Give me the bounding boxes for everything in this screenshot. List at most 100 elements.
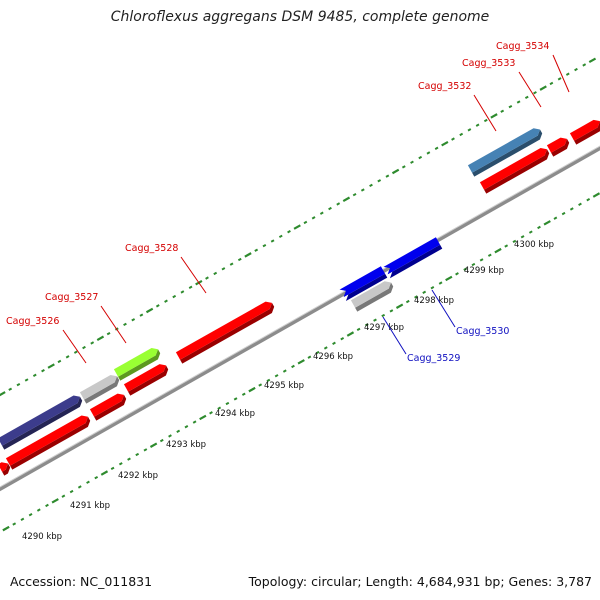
- gene-cagg-3528: [175, 301, 272, 360]
- lower-tick-mark: [430, 286, 435, 290]
- scale-label: 4290 kbp: [22, 532, 62, 542]
- lower-tick-mark: [592, 192, 600, 198]
- lower-tick-mark: [537, 225, 541, 230]
- upper-tick-mark: [490, 113, 498, 119]
- upper-tick-mark: [582, 63, 587, 67]
- lower-tick-mark: [340, 337, 345, 341]
- lower-tick-mark: [520, 235, 525, 239]
- lower-tick-mark: [184, 425, 189, 429]
- upper-tick-mark: [131, 318, 136, 322]
- gene-red-upper-3-shadow: [574, 121, 600, 145]
- scale-label: 4298 kbp: [414, 296, 454, 306]
- gene-cagg-3530: [383, 237, 441, 275]
- gene-red-upper-4-shadow: [128, 365, 169, 396]
- lower-tick-mark: [69, 489, 74, 494]
- lower-tick-mark: [248, 386, 256, 393]
- upper-tick-mark: [319, 211, 324, 215]
- upper-tick-mark: [336, 202, 341, 206]
- upper-tick-mark: [139, 313, 144, 317]
- lower-tick-mark: [389, 309, 394, 313]
- upper-tick-mark: [385, 174, 390, 178]
- upper-tick-mark: [369, 183, 373, 188]
- gene-red-upper-1-shadow: [484, 149, 550, 194]
- gene-label-leader: [62, 329, 87, 364]
- gene-red-upper-2: [546, 137, 567, 153]
- lower-tick-mark: [422, 290, 427, 294]
- lower-tick-mark: [445, 275, 453, 282]
- upper-tick-mark: [360, 188, 365, 192]
- gene-cagg-3526-gray-shadow: [84, 376, 120, 404]
- gene-cagg-3528-shadow: [180, 302, 275, 364]
- scale-label: 4300 kbp: [514, 240, 554, 250]
- lower-tick-mark: [282, 369, 287, 373]
- lower-tick-mark: [494, 247, 502, 254]
- lower-tick-mark: [199, 414, 207, 421]
- lower-tick-mark: [61, 494, 66, 498]
- lower-tick-mark: [77, 485, 82, 489]
- gene-label: Cagg_3529: [407, 353, 460, 364]
- lower-tick-mark: [100, 470, 109, 476]
- genome-summary-text: Topology: circular; Length: 4,684,931 bp…: [248, 574, 592, 589]
- upper-tick-mark: [221, 267, 226, 271]
- scale-label: 4296 kbp: [313, 352, 353, 362]
- gene-red-upper-5: [89, 393, 124, 417]
- lower-tick-mark: [274, 374, 279, 378]
- upper-tick-mark: [262, 243, 267, 248]
- gene-red-upper-7: [0, 462, 8, 472]
- lower-tick-mark: [143, 448, 148, 452]
- upper-tick-mark: [41, 369, 45, 373]
- gene-label-leader: [518, 71, 542, 108]
- gene-red-upper-5-shadow: [94, 394, 127, 421]
- lower-tick-mark: [110, 466, 115, 471]
- lower-tick-mark: [487, 253, 492, 257]
- gene-cagg-3529-shadow: [355, 282, 394, 312]
- upper-tick-mark: [73, 350, 78, 354]
- gene-cagg-3530-shadow: [387, 244, 443, 279]
- lower-tick-mark: [438, 281, 443, 285]
- lower-tick-mark: [225, 401, 230, 406]
- upper-tick-mark: [524, 95, 529, 100]
- upper-tick-mark: [328, 206, 332, 211]
- lower-tick-mark: [463, 267, 468, 271]
- upper-tick-mark: [410, 160, 414, 164]
- gene-red-upper-7-shadow: [2, 463, 11, 476]
- upper-tick-mark: [32, 373, 37, 377]
- upper-tick-mark: [441, 140, 449, 147]
- lower-tick-mark: [381, 313, 386, 318]
- gene-label: Cagg_3534: [496, 41, 549, 52]
- gene-label: Cagg_3526: [6, 316, 59, 327]
- upper-tick-mark: [467, 128, 472, 132]
- accession-text: Accession: NC_011831: [10, 574, 153, 589]
- lower-tick-mark: [176, 429, 181, 433]
- scale-label: 4294 kbp: [215, 409, 255, 419]
- lower-tick-mark: [332, 341, 336, 345]
- gene-cagg-3532: [467, 128, 540, 173]
- lower-tick-mark: [569, 207, 574, 211]
- lower-tick-mark: [20, 517, 25, 522]
- lower-tick-mark: [373, 318, 377, 322]
- lower-tick-mark: [209, 411, 213, 415]
- gene-red-upper-6: [5, 415, 88, 466]
- lower-tick-mark: [528, 230, 533, 234]
- gene-cagg-3529-blue: [339, 266, 386, 298]
- upper-tick-mark: [106, 331, 111, 336]
- lower-tick-mark: [504, 244, 509, 248]
- upper-tick-mark: [0, 391, 6, 397]
- lower-tick-mark: [307, 355, 312, 359]
- upper-tick-mark: [401, 165, 406, 169]
- lower-tick-mark: [346, 331, 355, 337]
- upper-tick-mark: [65, 355, 70, 359]
- lower-tick-mark: [291, 364, 295, 369]
- gene-label: Cagg_3527: [45, 292, 98, 303]
- upper-tick-mark: [155, 304, 160, 308]
- lower-tick-mark: [586, 198, 591, 202]
- upper-tick-mark: [270, 239, 275, 243]
- lower-tick-mark: [135, 452, 140, 457]
- scale-label: 4293 kbp: [166, 440, 206, 450]
- gene-cagg-3526: [0, 395, 80, 446]
- upper-tick-mark: [426, 151, 431, 155]
- upper-tick-mark: [188, 285, 193, 289]
- upper-tick-mark: [213, 271, 218, 276]
- scale-label: 4299 kbp: [464, 266, 504, 276]
